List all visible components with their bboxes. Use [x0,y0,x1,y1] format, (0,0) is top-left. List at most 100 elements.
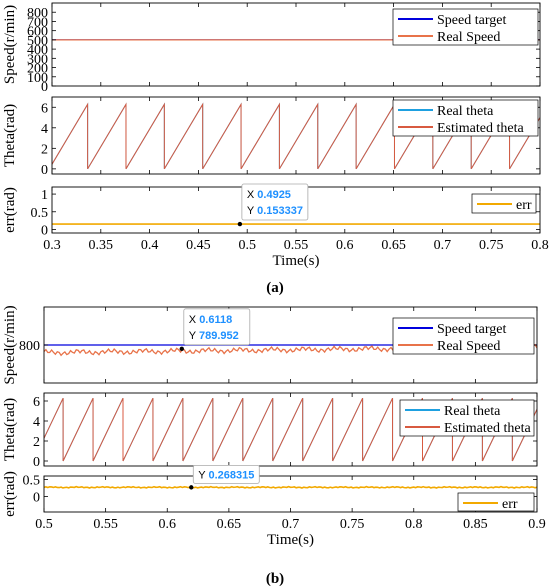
series-estimated-theta [44,397,537,462]
y-tick-label: 0 [33,455,40,470]
datatip: X 0.4925 Y 0.153337 [237,183,309,227]
y-tick-label: 700 [27,15,48,30]
y-tick-label: 0.5 [23,473,41,488]
x-tick-label: 0.75 [340,517,365,532]
x-axis-label: Time(s) [273,253,320,269]
y-tick-label: 0 [41,223,48,238]
legend: Real theta Estimated theta [392,99,539,137]
legend-label: Speed target [437,13,506,28]
x-tick-label: 0.8 [531,238,549,253]
x-tick-label: 0.35 [89,238,114,253]
y-tick-label: 300 [27,52,48,67]
legend-label: Estimated theta [444,421,531,436]
y-tick-label: 2 [33,435,40,450]
subplot-a-3: 0 0.5 1 0.3 0.35 0.4 0.45 0.5 0.55 0.6 0.65 0.7 0.75… [2,183,549,269]
legend-label: err [502,497,518,512]
x-tick-label: 0.4 [141,238,159,253]
x-tick-label: 0.9 [528,517,546,532]
y-tick-label: 800 [19,339,40,354]
y-tick-label: 0 [41,163,48,178]
x-tick-label: 0.75 [479,238,504,253]
axes-frame [51,2,541,87]
axes-frame [43,475,538,513]
legend-box [399,399,535,437]
series-err [44,485,537,489]
y-tick-label: 4 [33,415,40,430]
x-tick-label: 0.5 [238,238,256,253]
datatip-y-row: Y 0.153337 [247,205,303,217]
y-axis-label: err(rad) [2,187,18,233]
caption-b: (b) [266,571,284,587]
legend-box [392,99,539,137]
legend: err [471,193,537,214]
datatip-box [241,183,309,221]
caption-a: (a) [266,280,284,296]
y-tick-label: 1 [41,188,48,203]
datatip-box [192,464,260,484]
y-tick-label: 4 [41,122,48,137]
legend: Real theta Estimated theta [399,399,535,437]
axes-frame [51,96,541,175]
legend-label: err [516,198,532,213]
x-axis-label: Time(s) [267,532,314,548]
y-axis-label: Theta(rad) [2,104,18,167]
y-axis-label: Speed(r/min) [2,5,18,84]
axes-frame [43,392,538,467]
axes-frame [43,306,538,384]
y-tick-label: 0 [41,80,48,95]
legend-box [392,8,539,46]
legend: Speed target Real Speed [392,317,535,355]
datatip: X 0.6118 Y 789.952 [179,308,251,352]
series-group [44,485,537,489]
legend-box [392,317,535,355]
y-tick-label: 500 [27,34,48,49]
datatip: Y 0.268315 [189,464,260,490]
subplot-a-2: 0 2 4 6 Theta(rad) Real theta Estimated theta [2,96,541,178]
legend-label: Real Speed [437,339,500,354]
y-tick-label: 0 [33,491,40,506]
x-tick-label: 0.45 [186,238,211,253]
datatip-marker [237,221,243,227]
legend-label: Real Speed [437,30,500,45]
y-tick-label: 2 [41,142,48,157]
x-tick-label: 0.6 [336,238,354,253]
x-tick-label: 0.65 [217,517,242,532]
y-tick-label: 6 [33,395,40,410]
x-tick-label: 0.3 [43,238,61,253]
x-tick-label: 0.55 [284,238,309,253]
datatip-y-row: Y 0.268315 [198,469,254,481]
legend-label: Speed target [437,322,506,337]
x-tick-label: 0.85 [463,517,488,532]
datatip-marker [179,346,184,352]
y-tick-label: 600 [27,25,48,40]
legend-label: Estimated theta [437,121,524,136]
datatip-x-row: X 0.4925 [247,189,291,201]
x-tick-label: 0.55 [93,517,118,532]
x-tick-label: 0.7 [434,238,452,253]
legend: Speed target Real Speed [392,8,539,46]
plot-area [44,476,537,512]
x-tick-label: 0.5 [35,517,53,532]
subplot-b-3: 0 0.5 0.5 0.55 0.6 0.65 0.7 0.75 0.8 0.85 0.9 Time(… [2,464,546,548]
datatip-x-row: X 0.6118 [189,314,232,326]
y-axis-label: Speed(r/min) [2,305,18,384]
y-tick-label: 200 [27,62,48,77]
datatip-y-row: Y 789.952 [189,330,239,342]
series-group [44,397,537,462]
legend-label: Real theta [444,404,501,419]
y-tick-label: 0.5 [31,206,49,221]
legend: err [457,492,535,512]
y-tick-label: 800 [27,6,48,21]
y-tick-label: 100 [27,71,48,86]
subplot-b-2: 0 2 4 6 Theta(rad) Real theta Estimated theta [2,392,538,470]
y-tick-label: 400 [27,43,48,58]
datatip-marker [189,485,194,490]
x-tick-label: 0.7 [282,517,300,532]
x-tick-label: 0.8 [405,517,423,532]
y-axis-label: err(rad) [2,471,18,517]
x-tick-label: 0.6 [159,517,177,532]
datatip-box [183,308,251,346]
